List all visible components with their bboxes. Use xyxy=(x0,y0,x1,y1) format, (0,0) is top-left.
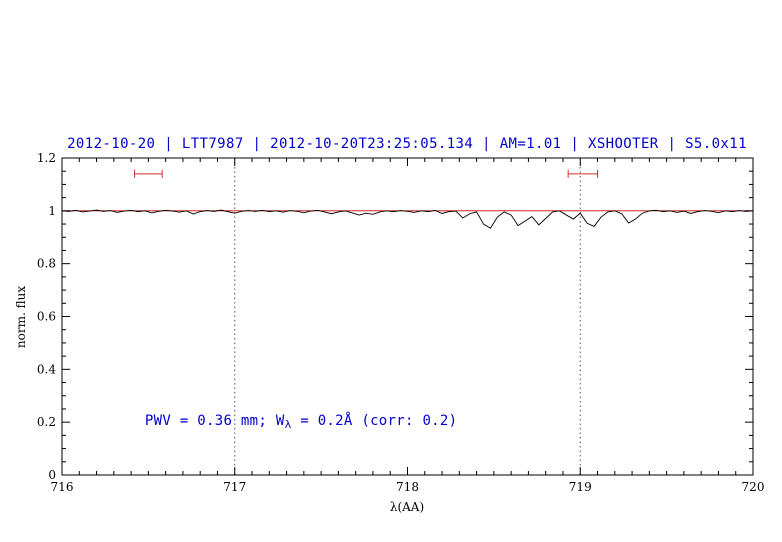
y-tick-label: 0.6 xyxy=(37,310,56,324)
x-tick-label: 716 xyxy=(51,480,74,494)
y-tick-label: 1 xyxy=(48,204,56,218)
x-tick-label: 719 xyxy=(569,480,592,494)
y-tick-label: 0.8 xyxy=(37,257,56,271)
y-tick-label: 0.2 xyxy=(37,415,56,429)
plot-title: 2012-10-20 | LTT7987 | 2012-10-20T23:25:… xyxy=(67,136,747,152)
x-tick-label: 717 xyxy=(223,480,246,494)
x-tick-label: 718 xyxy=(396,480,419,494)
y-tick-label: 0 xyxy=(48,468,56,482)
y-tick-label: 1.2 xyxy=(37,151,56,165)
x-tick-label: 720 xyxy=(742,480,765,494)
pwv-annotation: PWV = 0.36 mm; Wλ = 0.2Å (corr: 0.2) xyxy=(145,412,457,431)
plot-content: 716 717 718 719 720 0 0.2 0.4 0.6 0.8 1 1.2 PWV = 0.… xyxy=(37,151,765,494)
observed-spectrum-line xyxy=(61,209,754,229)
y-tick-label: 0.4 xyxy=(37,362,56,376)
x-axis-label: λ(AA) xyxy=(390,500,424,514)
y-axis-label: norm. flux xyxy=(14,286,28,348)
